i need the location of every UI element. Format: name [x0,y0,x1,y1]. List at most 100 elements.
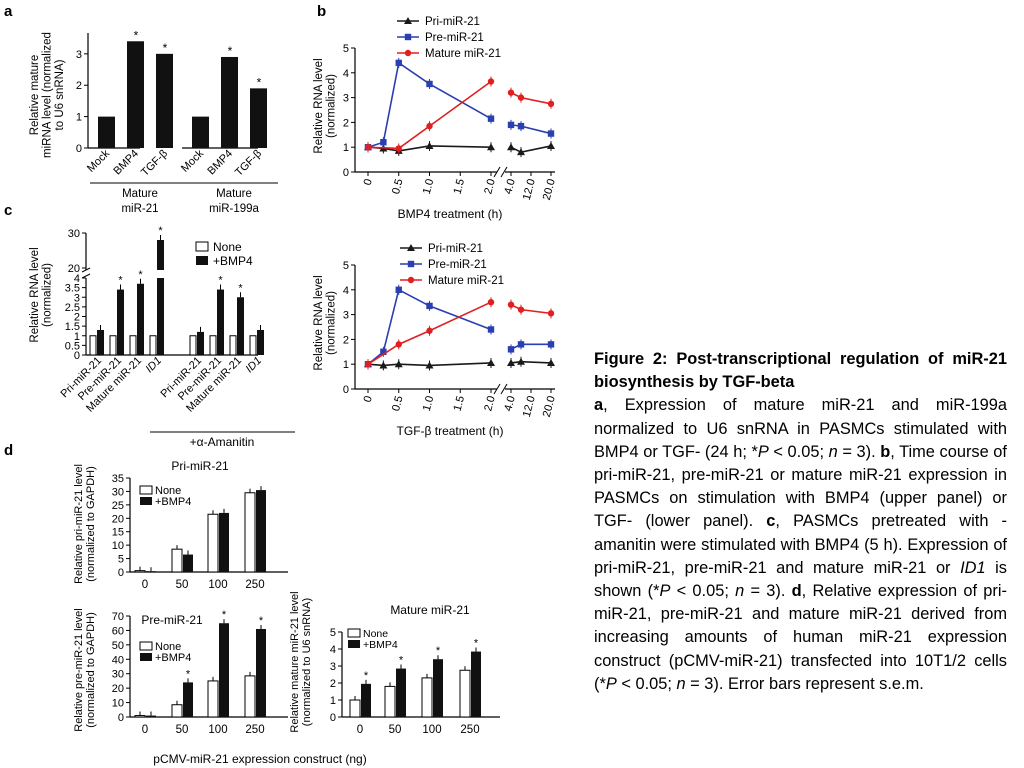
b-upper-point [507,89,515,96]
a-ytick-label: 1 [76,112,82,124]
b-lower-series-line [510,343,551,351]
c-bar-bmp4 [97,329,104,355]
caption-id1: ID1 [960,558,986,577]
a-star: * [163,41,168,55]
c-bar-none [109,335,117,356]
b-lower-xtick-label: 4.0 [502,395,518,413]
c-axis-break [81,267,91,273]
d-pri-xtick-label: 50 [176,579,189,591]
c-ytick-label: 3 [74,292,80,304]
b-upper-point [404,33,412,41]
b-lower-point [517,306,525,313]
caption-eq3-2: = 3). [744,582,792,601]
c-amanitin-label: +α-Amanitin [190,435,255,449]
b-lower-ytick-label: 5 [343,260,349,272]
b-upper-point [404,17,412,24]
b-lower-series-line [510,360,552,364]
d-pre-legend-label: +BMP4 [155,652,191,664]
b-lower-point [547,310,555,317]
d-pri-bar-bmp4 [219,512,229,572]
a-category-label: BMP4 [205,148,235,178]
b-upper-point [395,59,402,67]
b-lower-point [426,327,433,334]
d-mature-ytick-label: 5 [330,627,336,639]
d-pri-title: Pri-miR-21 [171,459,229,473]
d-pri-bar-none [207,513,219,573]
a-ylabel-line: miRNA level (normalized [42,32,54,158]
a-category-label: TGF-β [233,148,264,179]
d-pre-ytick-label: 0 [118,712,124,724]
d-pre-ytick-label: 20 [112,683,124,695]
d-pre-ytick-label: 40 [112,654,124,666]
d-pri-ytick-label: 30 [112,486,124,498]
c-category-label: ID1 [244,355,265,376]
c-ytick-label: 4 [74,273,80,285]
a-category-label: TGF-β [139,148,170,179]
b-lower-ytick-label: 2 [343,334,349,346]
a-ytick-label: 3 [76,49,82,61]
d-mature-ytick-label: 1 [330,695,336,707]
a-group-label: Mature [216,188,252,200]
panel-letter-d: d [4,442,13,459]
b-lower-point [507,346,515,353]
b-upper-series-line [510,91,552,105]
a-bar [221,56,238,148]
d-pre-ylabel-line: (normalized to GAPDH) [85,612,97,728]
b-lower-ytick-label: 4 [343,285,349,297]
b-lower-point [507,358,515,366]
c-bar-none [209,335,217,356]
caption-lt3: < 0.05; [616,674,677,693]
d-pre-bar-none [171,704,183,718]
b-upper-point [547,100,555,108]
b-lower-xlabel: TGF-β treatment (h) [397,424,504,438]
d-mature-star: * [364,670,369,682]
b-upper-point [425,141,434,149]
b-lower-point [407,244,415,251]
b-upper-point [507,143,515,151]
b-lower-xtick-label: 12.0 [521,395,538,419]
caption-d-letter: d [791,582,802,601]
d-pri-ylabel-line: Relative pri-miR-21 level [73,464,85,584]
b-upper-xtick-label: 0.5 [390,178,406,196]
b-lower-point [395,341,402,348]
a-group-label: miR-199a [209,203,259,215]
a-category-label: Mock [85,147,112,174]
d-pri-ytick-label: 0 [118,567,124,579]
d-mature-star: * [436,645,441,657]
b-lower-point [517,357,525,365]
d-pri-legend-swatch-none [139,485,153,495]
d-mature-legend-label: +BMP4 [363,639,398,651]
d-pre-xtick-label: 100 [208,724,227,736]
d-pri-ytick-label: 5 [118,554,124,566]
d-pri-bar-bmp4 [146,571,156,572]
a-ylabel-line: to U6 snRNA) [54,59,66,130]
b-upper-point [404,49,412,57]
d-pri-ytick-label: 15 [112,527,124,539]
c-bar-none [249,335,257,356]
b-upper-ylabel-line: Relative RNA level [313,58,325,153]
b-upper-point [380,139,387,146]
panel-letter-a: a [4,3,13,20]
d-pri-ytick-label: 35 [112,473,124,485]
caption-p: P [757,442,769,461]
b-upper-xtick-label: 0 [362,178,375,187]
b-lower-point [487,358,495,366]
caption-d-text: , Relative expression of pri-miR-21, pre… [594,582,1007,693]
d-pri-ytick-label: 10 [112,540,124,552]
b-upper-xtick-label: 4.0 [502,178,518,196]
c-axis-break [81,273,91,279]
a-bar [98,116,115,148]
b-upper-point [487,115,495,122]
b-lower-ytick-label: 3 [343,310,349,322]
caption-c-letter: c [766,512,776,531]
c-bar-bmp4 [237,297,244,355]
panel-d-pre-chart: Relative pre-miR-21 level(normalized to … [73,608,288,736]
a-bar [127,41,144,148]
caption-eq3: = 3). [837,442,881,461]
c-bar-none [89,335,97,356]
d-mature-bar-bmp4 [361,683,371,717]
c-ylabel-line: Relative RNA level [29,247,41,342]
c-bar-bmp4 [197,331,204,355]
c-legend-swatch-none [195,241,209,252]
c-bar-bmp4 [117,289,124,355]
